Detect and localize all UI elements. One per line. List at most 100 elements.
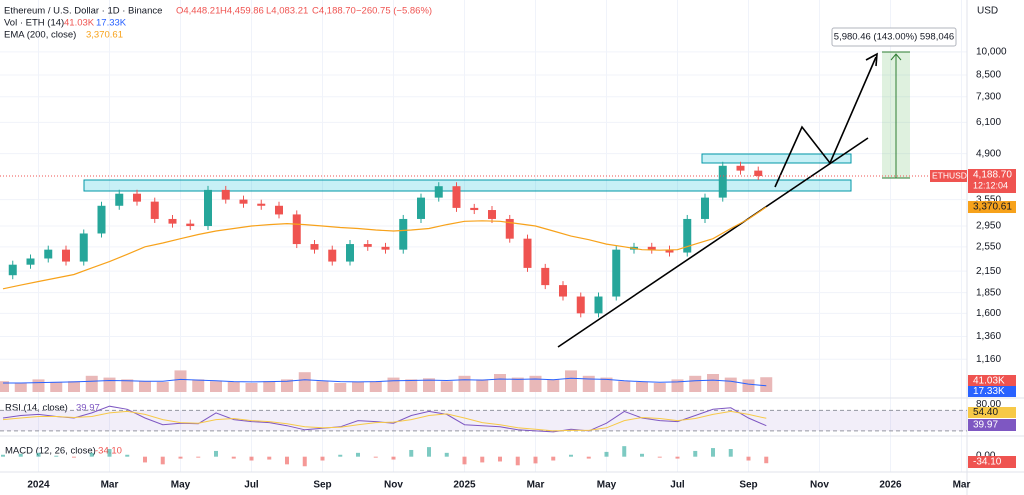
volume-bar [618,381,631,392]
candle-body [44,249,53,259]
macd-bar [764,456,769,464]
candle-body [221,189,230,200]
macd-bar [302,456,307,467]
symbol-tag [930,170,967,183]
volume-ma-line [3,377,767,387]
ohlc-open: O4,448.21 [176,6,220,17]
last-price-tag [968,169,1016,194]
ema-tag [968,201,1016,214]
y-tick-label: 1,160 [976,354,1001,365]
x-tick-label: Mar [101,480,119,491]
candle-body [381,246,390,250]
macd-bar [249,456,254,461]
projection-path [774,56,877,188]
candle-body [62,249,70,262]
volume-title: Vol · ETH (14) [4,18,64,29]
candle-body [505,218,514,239]
volume-bar [192,379,205,392]
macd-tag-label: -34.10 [973,457,1002,468]
ohlc-low: L4,083.21 [266,6,308,17]
candle-body [417,197,425,219]
arrow-head [865,52,878,67]
volume-bar [85,375,98,392]
volume-bar [565,370,577,392]
volume-bar [174,370,187,392]
y-tick-label: 1,360 [976,331,1001,342]
rsi-tag-label: 39.97 [973,420,998,431]
volume-bar [245,383,258,392]
candle-body [26,258,35,265]
candle-body [133,193,141,202]
x-tick-label: 2025 [453,480,476,491]
candle-body [736,165,745,171]
volume-bar [494,374,506,392]
x-tick-label: Nov [810,480,829,491]
volume-bar [671,379,684,392]
volume-bar [210,381,222,392]
macd-bar [373,456,378,458]
macd-bar [498,456,502,462]
volume-bar [103,377,116,392]
macd-bar [196,456,201,458]
volume-bar [334,383,347,392]
volume-bar [653,383,666,392]
macd-bar [338,454,343,457]
symbol-title: Ethereum / U.S. Dollar · 1D · Binance [4,6,162,17]
candle-body [612,249,621,297]
candle-body [239,199,248,204]
candle-body [541,267,550,286]
volume-bar [529,375,542,392]
volume-tag [968,375,1016,387]
x-tick-label: Mar [953,480,971,491]
y-tick-label: 2,150 [976,266,1001,277]
y-tick-label: 1,600 [976,308,1001,319]
countdown-label: 12:12:04 [973,180,1008,190]
candle-body [328,249,337,262]
volume-bar [263,381,276,392]
macd-bar [231,456,236,459]
y-tick-label: 2,950 [976,221,1001,232]
candle-body [452,186,461,208]
volume-ma-tag [968,386,1016,397]
y-tick-label: 1,850 [976,287,1001,298]
ema-line [2,206,767,290]
volume-bar [458,375,471,392]
macd-bar [657,456,662,458]
candle-body [559,285,567,297]
volume-bar [316,381,329,392]
rsi-tag [968,419,1016,431]
macd-bar [586,456,591,459]
volume-bar [227,381,240,392]
candle-body [79,233,88,262]
candle-body [434,186,443,198]
macd-bar [711,448,715,457]
macd-bar [320,456,325,461]
macd-bar [125,454,130,457]
candle-body [718,165,727,198]
volume-bar [600,377,613,392]
macd-title: MACD (12, 26, close) [5,446,96,457]
macd-bar [72,456,76,458]
volume-bar [32,379,45,392]
volume-bar [511,377,524,392]
macd-bar [693,450,698,457]
volume-tag-label: 41.03K [973,376,1005,387]
rsi-tick-label: 80.00 [976,399,1001,410]
candle-body [576,296,585,314]
volume-bar [352,381,364,392]
macd-bar [107,449,112,457]
ohlc-high: H4,459.86 [220,6,264,17]
volume-bar [68,381,80,392]
measure-arrow-head [890,53,902,61]
macd-tag [968,456,1016,468]
candle-body [97,205,106,234]
x-tick-label: Sep [739,480,757,491]
volume-bar [0,381,9,392]
volume-bar [156,381,169,392]
trend-line [557,137,869,348]
macd-bar [285,456,289,465]
volume-bar [636,381,648,392]
currency-label: USD [977,6,998,17]
macd-bar [675,456,680,459]
